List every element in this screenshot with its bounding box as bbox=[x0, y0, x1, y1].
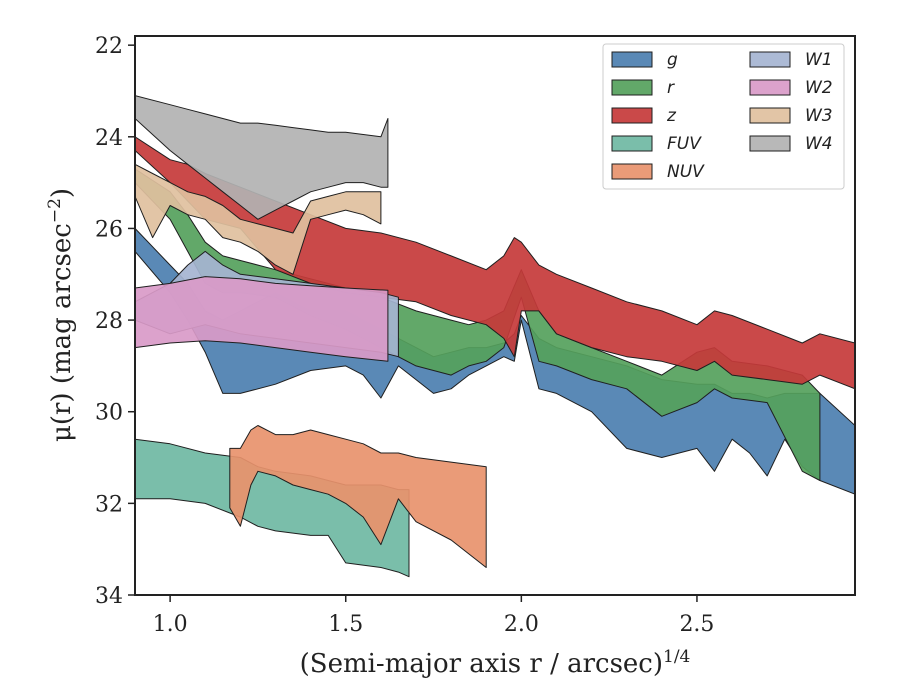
band-w4 bbox=[135, 95, 389, 220]
legend-label-fuv: FUV bbox=[667, 134, 702, 154]
x-tick-label: 2.0 bbox=[504, 612, 539, 637]
band-nuv bbox=[229, 425, 487, 568]
y-tick-label: 30 bbox=[95, 401, 123, 426]
legend-label-z: z bbox=[666, 106, 677, 126]
x-tick-label: 1.0 bbox=[153, 612, 188, 637]
legend-swatch-fuv bbox=[611, 135, 653, 152]
legend-label-nuv: NUV bbox=[667, 162, 705, 182]
legend-swatch-nuv bbox=[611, 163, 653, 180]
x-tick-label: 2.5 bbox=[679, 612, 714, 637]
legend-label-w4: W4 bbox=[805, 134, 833, 154]
band-w3 bbox=[135, 163, 382, 275]
profile-bands bbox=[135, 95, 855, 578]
y-tick-label: 22 bbox=[95, 34, 123, 59]
legend-label-g: g bbox=[667, 50, 678, 70]
legend-swatch-g bbox=[611, 51, 653, 68]
legend-label-r: r bbox=[667, 78, 675, 98]
legend-swatch-w1 bbox=[749, 51, 791, 68]
y-tick-label: 32 bbox=[95, 492, 123, 517]
legend-label-w3: W3 bbox=[805, 106, 833, 126]
legend-swatch-z bbox=[611, 107, 653, 124]
legend-swatch-w3 bbox=[749, 107, 791, 124]
legend: grz FUV NUV W1 W2 W3 W4 bbox=[602, 43, 845, 190]
legend-label-w2: W2 bbox=[805, 78, 833, 98]
legend-swatch-w4 bbox=[749, 135, 791, 152]
y-tick-label: 34 bbox=[95, 584, 123, 609]
y-axis-ticks: 22 24 26 28 30 32 34 bbox=[95, 34, 135, 609]
x-axis-label: (Semi-major axis r / arcsec)1/4 bbox=[300, 647, 691, 679]
y-tick-label: 26 bbox=[95, 217, 123, 242]
y-axis-label: μ(r) (mag arcsec−2) bbox=[45, 188, 77, 442]
legend-swatch-w2 bbox=[749, 79, 791, 96]
legend-swatch-r bbox=[611, 79, 653, 96]
y-tick-label: 24 bbox=[95, 126, 123, 151]
band-w2 bbox=[135, 276, 389, 362]
x-axis-ticks: 1.0 1.5 2.0 2.5 bbox=[153, 595, 714, 637]
plot-frame bbox=[134, 35, 856, 596]
legend-label-w1: W1 bbox=[805, 50, 833, 70]
y-tick-label: 28 bbox=[95, 309, 123, 334]
x-tick-label: 1.5 bbox=[328, 612, 363, 637]
